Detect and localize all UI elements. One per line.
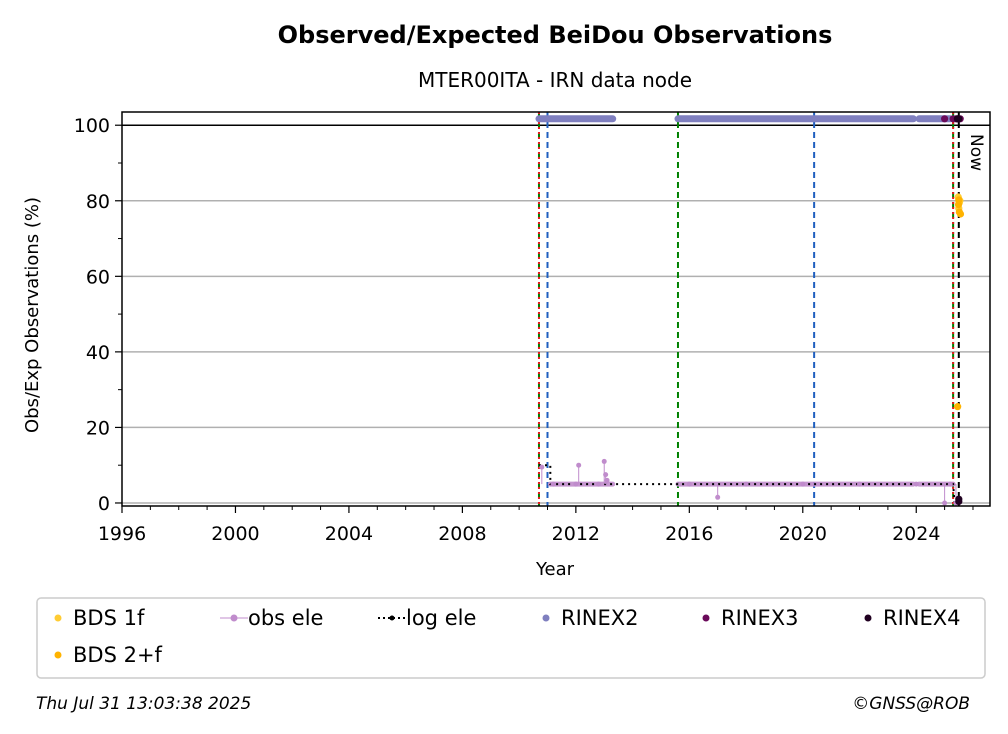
legend-label: BDS 1f — [73, 606, 145, 630]
footer-timestamp: Thu Jul 31 13:03:38 2025 — [36, 694, 252, 714]
legend-item: BDS 1f — [54, 606, 145, 630]
legend-marker — [864, 614, 872, 622]
bds-2-f-point — [954, 200, 963, 209]
footer-copyright: ©GNSS@ROB — [852, 694, 970, 714]
chart-title: Observed/Expected BeiDou Observations — [278, 21, 833, 49]
x-tick-label: 2008 — [438, 523, 486, 545]
obs-ele-point — [604, 477, 610, 483]
obs-ele-point — [596, 481, 602, 487]
chart-subtitle: MTER00ITA - IRN data node — [418, 68, 692, 92]
y-axis-label: Obs/Exp Observations (%) — [22, 197, 43, 433]
x-tick-label: 2020 — [779, 523, 827, 545]
legend-box — [36, 597, 986, 679]
legend-label: BDS 2+f — [73, 643, 163, 667]
bds-2-f-point — [956, 210, 965, 218]
obs-ele-point — [857, 481, 863, 487]
y-tick-label: 0 — [98, 493, 110, 515]
obs-ele-point — [800, 481, 806, 487]
x-tick-label: 1996 — [98, 523, 146, 545]
x-tick-label: 2016 — [665, 523, 713, 545]
legend-item: BDS 2+f — [54, 643, 163, 667]
legend-marker — [54, 651, 62, 659]
legend-item: obs ele — [220, 606, 323, 630]
legend-label: RINEX3 — [721, 606, 799, 630]
bds-2-f-point — [954, 403, 962, 411]
legend-item: log ele — [378, 606, 476, 630]
obs-ele-point — [942, 500, 948, 506]
obs-ele-point — [576, 462, 582, 468]
obs-ele-point — [743, 481, 749, 487]
y-tick-label: 100 — [74, 115, 110, 137]
x-tick-label: 2004 — [325, 523, 373, 545]
legend-marker — [542, 614, 550, 622]
obs-ele-point — [550, 481, 556, 487]
x-axis-label: Year — [535, 559, 575, 580]
legend-marker — [702, 614, 710, 622]
y-tick-label: 40 — [86, 342, 110, 364]
x-tick-label: 2000 — [211, 523, 259, 545]
obs-ele-point — [947, 481, 953, 487]
obs-ele-point — [913, 481, 919, 487]
plot-area — [122, 112, 990, 506]
x-tick-label: 2024 — [892, 523, 940, 545]
y-tick-label: 80 — [86, 191, 110, 213]
legend-label: RINEX4 — [883, 606, 961, 630]
y-tick-label: 60 — [86, 266, 110, 288]
obs-ele-point — [603, 472, 609, 478]
legend-marker — [389, 615, 395, 621]
legend-item: RINEX3 — [702, 606, 799, 630]
obs-ele-point — [601, 458, 607, 464]
rinex4-point — [955, 497, 963, 506]
log-ele-line — [538, 464, 956, 504]
legend-marker — [230, 614, 238, 622]
legend-item: RINEX4 — [864, 606, 961, 630]
obs-ele-point — [573, 481, 579, 487]
legend-label: log ele — [406, 606, 476, 630]
legend-item: RINEX2 — [542, 606, 639, 630]
legend-label: obs ele — [248, 606, 323, 630]
obs-ele-point — [539, 464, 545, 470]
obs-ele-point — [686, 481, 692, 487]
y-tick-label: 20 — [86, 417, 110, 439]
now-label: Now — [966, 134, 986, 171]
obs-ele-point — [715, 494, 721, 500]
x-tick-label: 2012 — [552, 523, 600, 545]
rinex4-point — [955, 115, 963, 123]
plot-frame — [121, 111, 991, 507]
legend-marker — [54, 614, 62, 622]
legend-label: RINEX2 — [561, 606, 639, 630]
rinex3-point — [941, 115, 949, 123]
